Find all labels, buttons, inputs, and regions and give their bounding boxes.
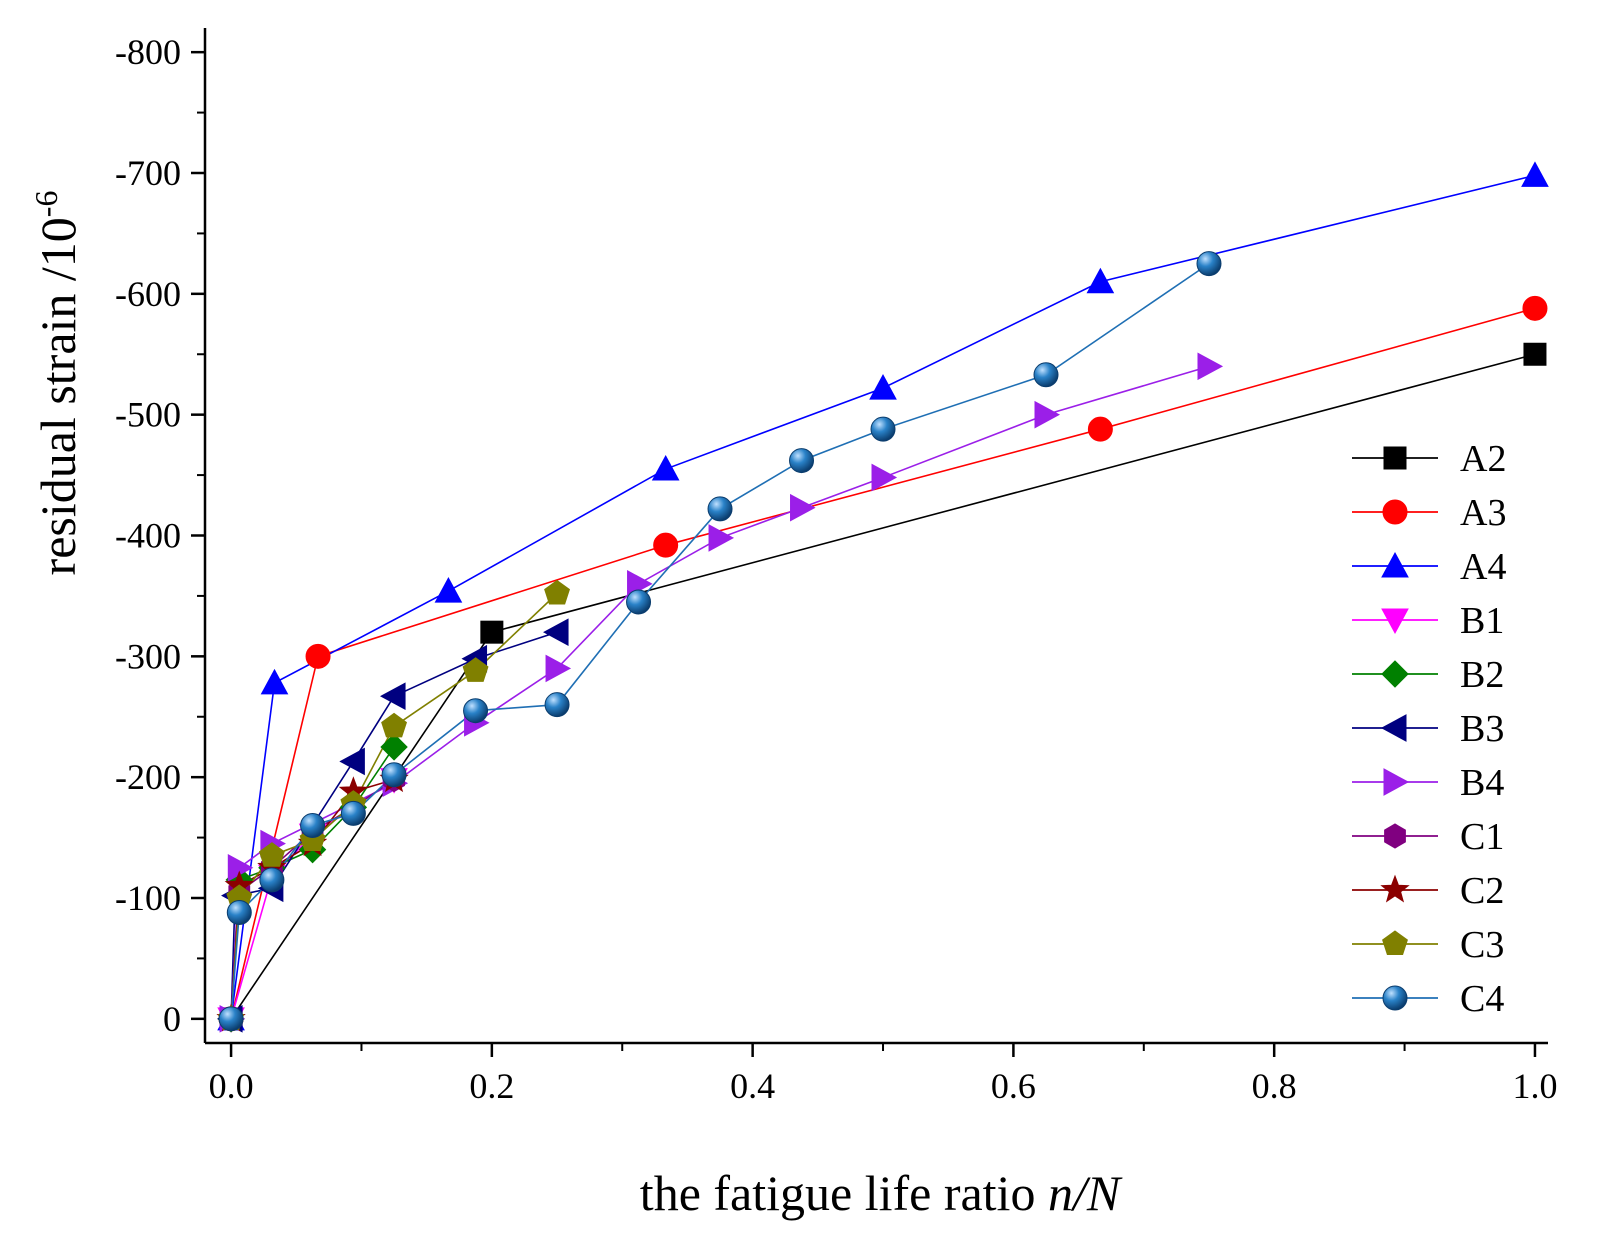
legend-label-c1: C1: [1460, 816, 1504, 858]
legend-label-b1: B1: [1460, 600, 1504, 642]
x-tick-label: 0.8: [1252, 1066, 1297, 1106]
y-axis-title-exponent: -6: [28, 191, 64, 218]
legend-label-c3: C3: [1460, 924, 1504, 966]
y-tick-label: -600: [115, 274, 181, 314]
data-point-a4: [1086, 267, 1115, 294]
data-point-a4: [869, 374, 897, 400]
data-point-b4: [1034, 400, 1061, 429]
data-point-c4: [1196, 251, 1222, 277]
data-point-c3: [544, 579, 571, 605]
x-tick-label: 1.0: [1512, 1066, 1557, 1106]
data-point-b4: [545, 654, 572, 683]
series-line-a3: [230, 307, 1536, 1020]
y-axis-title: residual strain /10-6: [28, 191, 86, 576]
axes: 0 -100 -200 -300 -400 -500 -600 -700 -800 0.0 0.2 0…: [115, 28, 1557, 1106]
series-line-b2: [230, 746, 395, 1019]
data-point-c4: [259, 867, 285, 893]
legend-label-c4: C4: [1460, 978, 1504, 1020]
legend-marker-b1: [1381, 608, 1409, 635]
plot-lines: [230, 174, 1536, 1020]
series-line-a2: [230, 353, 1536, 1020]
legend-marker-a4: [1381, 551, 1409, 578]
legend-marker-b2: [1381, 660, 1409, 688]
legend-marker-b4: [1383, 768, 1410, 796]
data-point-c4: [463, 698, 489, 724]
legend-label-b4: B4: [1460, 762, 1504, 804]
series-line-c3: [230, 592, 558, 1019]
data-point-b3: [339, 747, 365, 776]
data-point-c4: [707, 496, 733, 522]
y-tick-label: -400: [115, 516, 181, 556]
data-point-a4: [260, 668, 289, 695]
data-point-a3: [1522, 295, 1548, 321]
plot-markers: [216, 161, 1549, 1033]
y-tick-label: -200: [115, 757, 181, 797]
series-line-a4: [230, 174, 1536, 1019]
data-point-b3: [380, 682, 406, 711]
legend-marker-c4: [1382, 985, 1408, 1011]
series-line-c4: [230, 262, 1210, 1019]
y-tick-label: -800: [115, 32, 181, 72]
data-point-a4: [651, 454, 680, 481]
data-point-a4: [1521, 161, 1549, 187]
data-point-c4: [381, 762, 407, 788]
x-axis-title-italic: n/N: [1048, 1165, 1123, 1221]
legend: A2 A3 A4 B1 B2 B3 B4 C1 C2 C3 C4: [1352, 438, 1506, 1020]
data-point-a3: [1087, 416, 1113, 442]
data-point-a2: [1523, 342, 1547, 366]
x-tick-label: 0.4: [730, 1066, 775, 1106]
data-point-c4: [789, 448, 815, 474]
legend-marker-b3: [1380, 714, 1407, 742]
x-tick-label: 0.2: [469, 1066, 514, 1106]
data-point-b4: [790, 493, 816, 522]
data-point-c4: [226, 900, 252, 925]
data-point-c3: [462, 657, 489, 682]
legend-label-a3: A3: [1460, 492, 1506, 534]
y-tick-label: -500: [115, 395, 181, 435]
data-point-c4: [626, 589, 652, 615]
legend-marker-c2: [1380, 874, 1410, 903]
data-point-c3: [381, 712, 408, 738]
data-point-b2: [380, 733, 408, 761]
data-point-c3: [258, 842, 285, 867]
legend-label-a4: A4: [1460, 546, 1506, 588]
legend-marker-c3: [1382, 930, 1408, 956]
legend-marker-c1: [1384, 823, 1406, 849]
x-tick-label: 0.0: [209, 1066, 254, 1106]
data-point-b3: [542, 618, 569, 647]
legend-label-b3: B3: [1460, 708, 1504, 750]
data-point-c4: [300, 813, 326, 838]
data-point-a4: [434, 577, 463, 603]
legend-marker-a2: [1383, 446, 1407, 470]
data-point-c4: [340, 800, 366, 826]
y-tick-label: -100: [115, 878, 181, 918]
y-tick-label: -700: [115, 153, 181, 193]
y-tick-label: 0: [163, 999, 181, 1039]
x-tick-label: 0.6: [991, 1066, 1036, 1106]
data-point-c4: [544, 692, 570, 718]
legend-marker-a3: [1382, 499, 1408, 525]
data-point-c4: [218, 1006, 244, 1032]
data-point-b4: [708, 524, 735, 552]
data-point-c4: [870, 416, 896, 442]
x-axis-title: the fatigue life ratio n/N: [640, 1165, 1123, 1221]
legend-label-b2: B2: [1460, 654, 1504, 696]
data-point-a3: [653, 532, 679, 558]
y-tick-label: -300: [115, 636, 181, 676]
data-point-b4: [1197, 352, 1224, 381]
data-point-a2: [480, 620, 504, 644]
data-point-c4: [1033, 362, 1059, 388]
legend-label-a2: A2: [1460, 438, 1506, 480]
data-point-b4: [871, 463, 898, 492]
data-point-a3: [305, 643, 331, 669]
legend-label-c2: C2: [1460, 870, 1504, 912]
series-line-b4: [230, 365, 1210, 1019]
